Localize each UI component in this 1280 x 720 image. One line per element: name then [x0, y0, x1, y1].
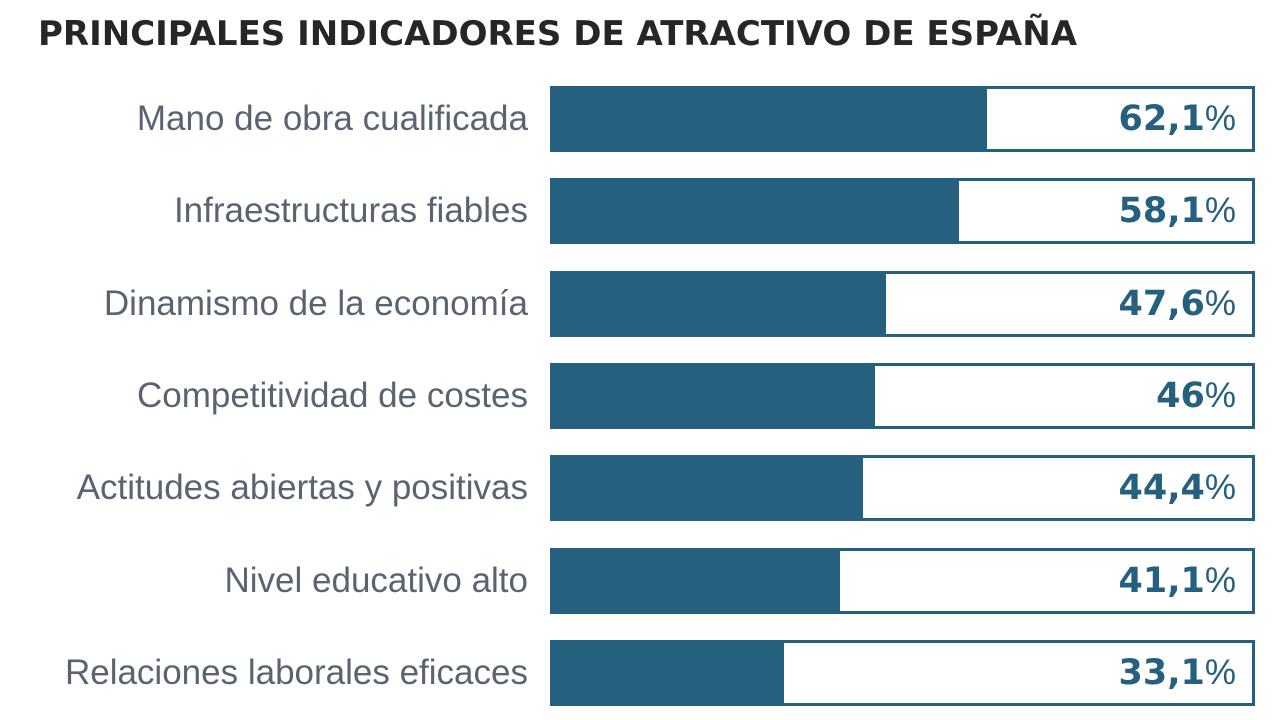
bar — [553, 181, 959, 241]
bar-frame: 47,6% — [550, 271, 1255, 337]
bar-row: Relaciones laborales eficaces 33,1% — [0, 640, 1280, 706]
bar — [553, 89, 987, 149]
value-label: 58,1% — [1119, 181, 1236, 241]
bar-row: Mano de obra cualificada 62,1% — [0, 86, 1280, 152]
value-unit: % — [1204, 191, 1236, 230]
category-label: Mano de obra cualificada — [136, 99, 528, 138]
bar — [553, 458, 863, 518]
bar-frame: 46% — [550, 363, 1255, 429]
value-number: 41,1 — [1118, 561, 1205, 601]
category-label: Dinamismo de la economía — [103, 284, 528, 323]
value-number: 46 — [1156, 376, 1205, 416]
bar-row: Nivel educativo alto 41,1% — [0, 548, 1280, 614]
category-label: Nivel educativo alto — [224, 561, 529, 600]
value-number: 62,1 — [1118, 99, 1205, 139]
value-number: 44,4 — [1118, 468, 1205, 508]
bar — [553, 551, 840, 611]
bar-frame: 41,1% — [550, 548, 1255, 614]
category-label: Relaciones laborales eficaces — [64, 653, 528, 692]
bar — [553, 274, 886, 334]
value-label: 41,1% — [1119, 551, 1236, 611]
bar-frame: 33,1% — [550, 640, 1255, 706]
bar — [553, 366, 875, 426]
value-label: 44,4% — [1119, 458, 1236, 518]
bar-row: Dinamismo de la economía 47,6% — [0, 271, 1280, 337]
bar-frame: 62,1% — [550, 86, 1255, 152]
bar-row: Competitividad de costes 46% — [0, 363, 1280, 429]
value-label: 47,6% — [1119, 274, 1236, 334]
bar-row: Infraestructuras fiables 58,1% — [0, 178, 1280, 244]
value-unit: % — [1204, 99, 1236, 138]
category-label: Actitudes abiertas y positivas — [76, 468, 528, 507]
value-unit: % — [1204, 468, 1236, 507]
value-label: 46% — [1156, 366, 1236, 426]
value-unit: % — [1204, 653, 1236, 692]
bar-frame: 44,4% — [550, 455, 1255, 521]
value-number: 58,1 — [1118, 191, 1205, 231]
value-unit: % — [1204, 284, 1236, 323]
value-number: 33,1 — [1118, 653, 1205, 693]
value-label: 33,1% — [1119, 643, 1236, 703]
value-unit: % — [1204, 376, 1236, 415]
chart-title: PRINCIPALES INDICADORES DE ATRACTIVO DE … — [38, 14, 1078, 54]
category-label: Infraestructuras fiables — [173, 191, 528, 230]
bar-row: Actitudes abiertas y positivas 44,4% — [0, 455, 1280, 521]
bar-frame: 58,1% — [550, 178, 1255, 244]
bar — [553, 643, 784, 703]
value-number: 47,6 — [1118, 284, 1205, 324]
value-unit: % — [1204, 561, 1236, 600]
category-label: Competitividad de costes — [136, 376, 528, 415]
value-label: 62,1% — [1119, 89, 1236, 149]
